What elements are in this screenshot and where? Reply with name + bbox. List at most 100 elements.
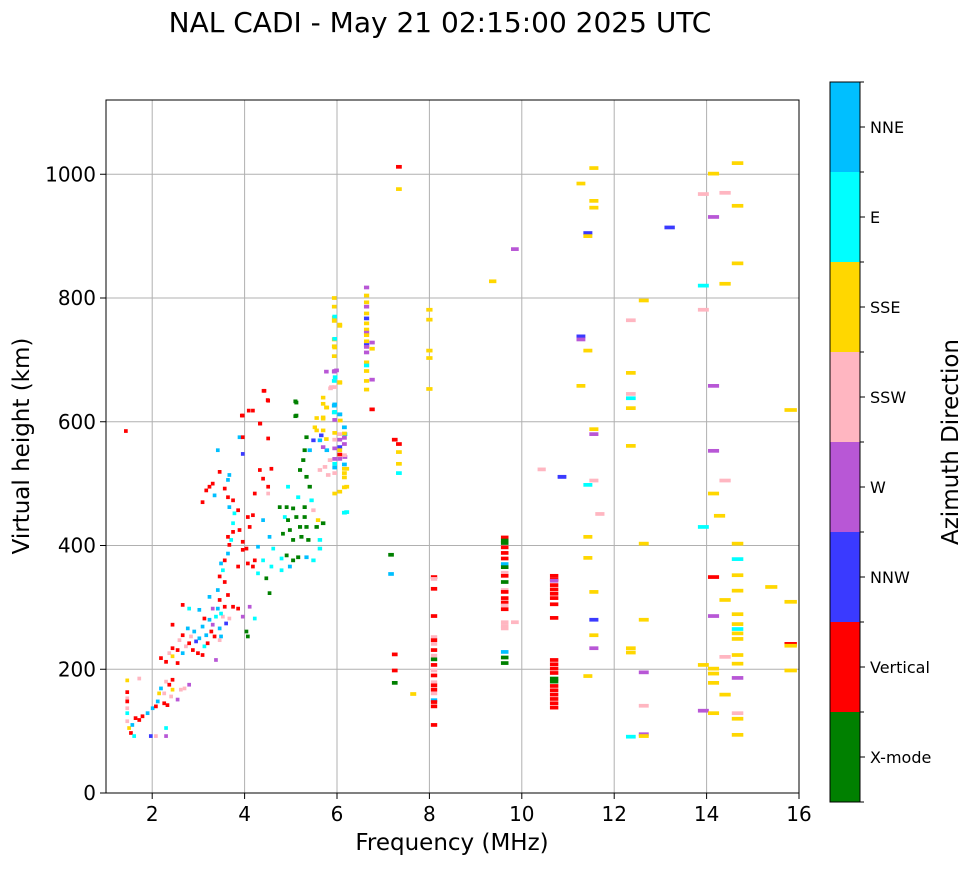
data-point-sse — [707, 171, 720, 176]
data-point-nne — [185, 626, 190, 631]
data-point-w — [341, 435, 347, 440]
data-point-ssw — [731, 711, 744, 716]
data-point-ssw — [500, 620, 509, 625]
data-point-e — [341, 510, 347, 515]
data-point-sse — [332, 431, 338, 435]
data-point-sse — [363, 333, 370, 337]
data-point-vertical — [261, 388, 266, 393]
data-point-ssw — [189, 634, 193, 639]
data-point-nne — [212, 493, 217, 498]
data-point-sse — [731, 203, 744, 208]
data-point-e — [231, 521, 235, 526]
data-point-sse — [576, 384, 586, 388]
x-tick-label: 14 — [694, 802, 719, 826]
data-point-x-mode — [306, 538, 311, 542]
data-point-vertical — [240, 435, 245, 440]
data-point-w — [214, 658, 218, 662]
data-point-x-mode — [302, 515, 307, 519]
data-point-sse — [426, 348, 433, 353]
data-point-vertical — [549, 616, 559, 620]
data-point-sse — [312, 425, 317, 430]
data-point-vertical — [430, 614, 438, 618]
data-point-e — [331, 379, 337, 383]
data-point-nnw — [311, 438, 316, 443]
data-point-nne — [388, 572, 394, 576]
data-point-nne — [200, 624, 205, 629]
data-point-x-mode — [320, 521, 326, 526]
data-point-sse — [157, 691, 161, 696]
data-point-vertical — [209, 629, 214, 634]
data-point-ssw — [221, 614, 225, 619]
data-point-sse — [638, 541, 649, 546]
data-point-vertical — [244, 546, 249, 551]
data-point-ssw — [697, 192, 709, 196]
data-point-nne — [226, 551, 230, 556]
data-point-vertical — [337, 452, 343, 457]
colorbar-category-label: SSW — [870, 388, 906, 407]
data-point-nne — [215, 448, 220, 453]
data-point-e — [317, 538, 323, 542]
data-point-sse — [589, 166, 599, 170]
data-point-nnw — [337, 445, 343, 449]
data-points — [124, 161, 797, 739]
data-point-vertical — [212, 634, 217, 639]
data-point-sse — [324, 437, 329, 441]
data-point-w — [707, 384, 720, 388]
data-point-sse — [426, 307, 433, 312]
data-point-ssw — [719, 655, 731, 659]
data-point-x-mode — [391, 681, 398, 685]
data-point-sse — [331, 304, 337, 309]
data-point-ssw — [337, 432, 343, 436]
data-point-sse — [784, 643, 797, 648]
data-point-x-mode — [304, 474, 309, 479]
data-point-nnw — [576, 334, 586, 339]
data-point-w — [332, 418, 338, 422]
data-point-sse — [713, 513, 726, 518]
data-point-nne — [207, 617, 212, 622]
data-point-vertical — [549, 705, 559, 710]
data-point-vertical — [500, 535, 509, 540]
data-point-ssw — [178, 687, 183, 692]
data-point-vertical — [266, 484, 271, 489]
x-axis-ticks: 2 4 6 8 10 12 14 16 — [146, 793, 812, 826]
data-point-sse — [315, 518, 321, 522]
data-point-e — [125, 711, 130, 716]
data-point-vertical — [245, 515, 250, 519]
data-point-ssw — [638, 703, 649, 708]
data-point-vertical — [175, 661, 180, 665]
data-point-vertical — [258, 421, 263, 426]
data-point-nne — [159, 686, 163, 691]
data-point-nnw — [240, 452, 245, 456]
data-point-sse — [707, 666, 720, 671]
colorbar-category-label: NNW — [870, 568, 910, 587]
data-point-vertical — [231, 498, 235, 503]
data-point-w — [332, 446, 338, 451]
data-point-vertical — [125, 699, 130, 704]
colorbar-segment-sse — [830, 262, 860, 352]
data-point-ssw — [164, 679, 168, 684]
data-point-vertical — [236, 508, 240, 513]
data-point-sse — [331, 319, 337, 323]
data-point-x-mode — [244, 629, 249, 634]
data-point-vertical — [430, 704, 438, 709]
data-point-sse — [576, 181, 586, 186]
data-point-ssw — [169, 694, 173, 699]
data-point-sse — [731, 622, 744, 626]
data-point-w — [576, 337, 586, 342]
data-point-sse — [784, 408, 797, 412]
y-tick-label: 0 — [83, 781, 96, 805]
data-point-ssw — [589, 478, 599, 483]
data-point-nne — [130, 723, 135, 727]
data-point-ssw — [625, 318, 636, 323]
data-point-ssw — [325, 473, 331, 477]
data-point-sse — [127, 726, 131, 730]
data-point-sse — [707, 491, 720, 496]
data-point-sse — [363, 293, 370, 298]
colorbar-category-label: E — [870, 208, 880, 227]
data-point-vertical — [226, 495, 230, 500]
data-point-x-mode — [284, 553, 289, 558]
data-point-vertical — [240, 539, 245, 544]
data-point-ssw — [332, 471, 338, 475]
data-point-nne — [219, 634, 223, 639]
data-point-vertical — [165, 703, 170, 707]
